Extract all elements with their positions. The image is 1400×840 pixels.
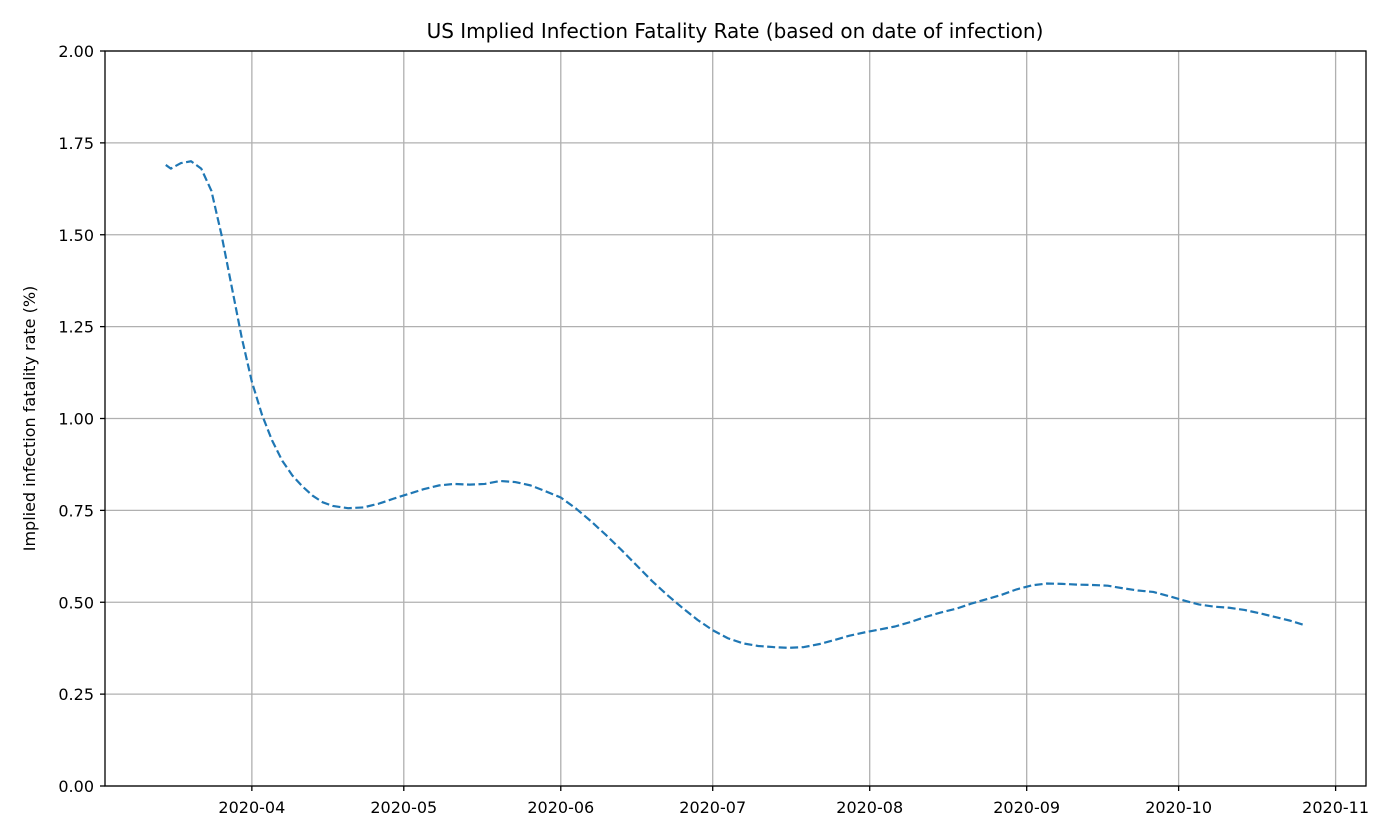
- series-layer: [165, 160, 1306, 649]
- x-tick-label: 2020-10: [1145, 798, 1212, 817]
- x-tick-label: 2020-08: [836, 798, 903, 817]
- y-tick-label: 0.00: [58, 777, 94, 796]
- grid: [105, 50, 1366, 787]
- ifr-series-line: [165, 160, 1306, 649]
- x-tick-label: 2020-07: [679, 798, 746, 817]
- ticks: 2020-04 2020-05 2020-06 2020-07 2020-08 2020-…: [58, 42, 1369, 817]
- y-axis-label: Implied infection fatality rate (%): [20, 286, 39, 552]
- y-tick-label: 0.25: [58, 685, 94, 704]
- y-tick-label: 2.00: [58, 42, 94, 61]
- y-tick-label: 0.50: [58, 593, 94, 612]
- x-tick-label: 2020-11: [1302, 798, 1369, 817]
- x-tick-label: 2020-09: [993, 798, 1060, 817]
- y-tick-label: 1.25: [58, 318, 94, 337]
- x-tick-label: 2020-05: [370, 798, 437, 817]
- x-tick-label: 2020-04: [218, 798, 285, 817]
- y-tick-label: 1.75: [58, 134, 94, 153]
- y-tick-label: 1.50: [58, 226, 94, 245]
- y-tick-label: 1.00: [58, 410, 94, 429]
- x-tick-label: 2020-06: [527, 798, 594, 817]
- y-tick-label: 0.75: [58, 501, 94, 520]
- chart-title: US Implied Infection Fatality Rate (base…: [427, 19, 1044, 43]
